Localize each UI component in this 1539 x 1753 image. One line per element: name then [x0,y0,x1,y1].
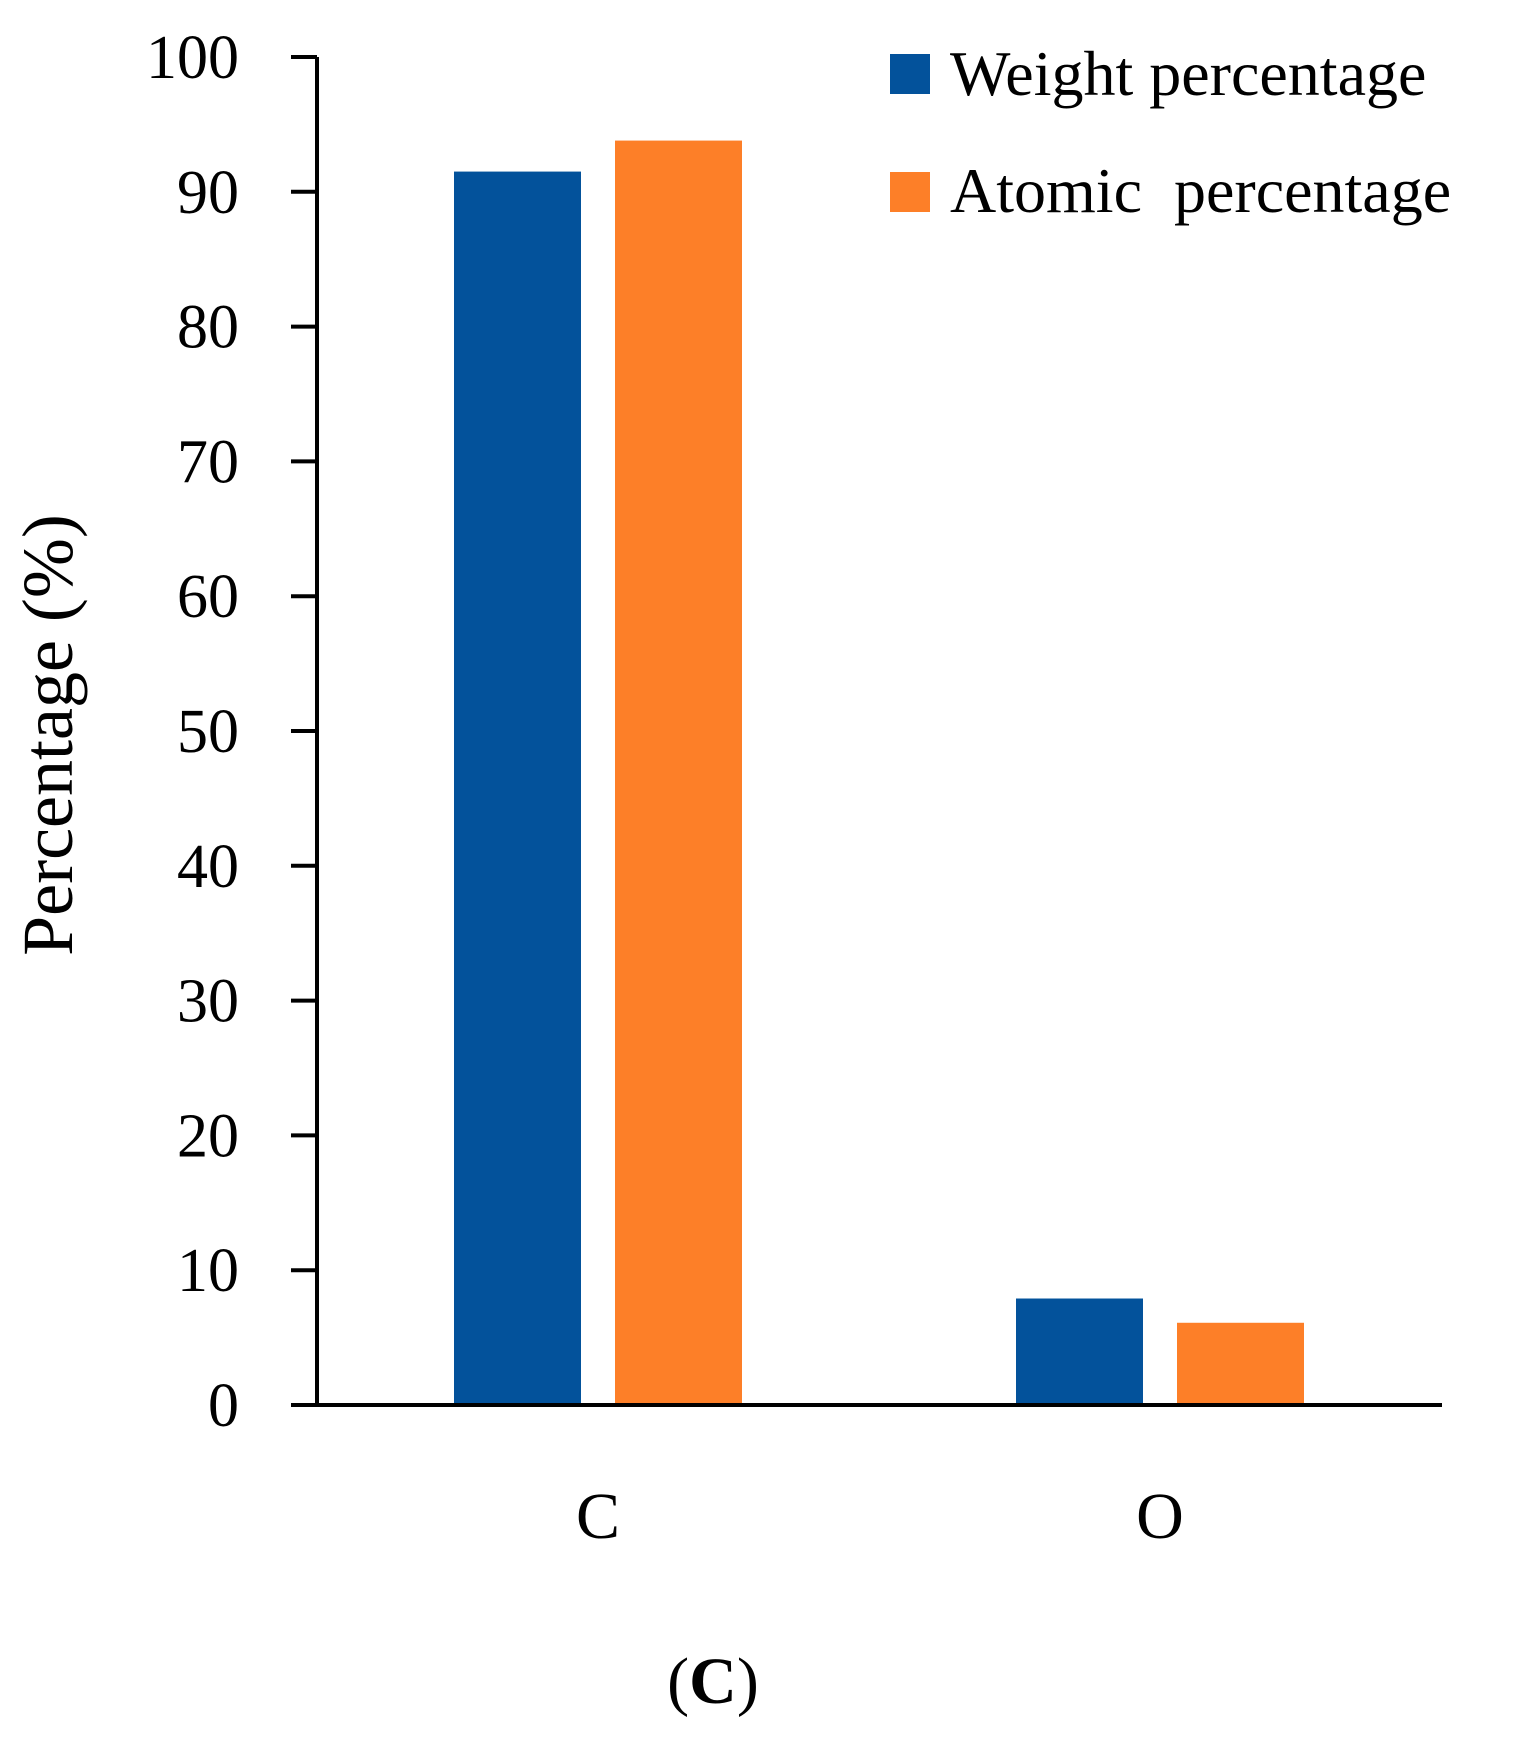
y-tick-label-60: 60 [177,563,239,631]
panel-label-letter: C [689,1645,737,1718]
y-tick-label-50: 50 [177,698,239,766]
bars-group [454,140,1304,1406]
legend: Weight percentage Atomic percentage [890,38,1451,226]
panel-label-close-paren: ) [737,1645,759,1718]
bar-o-weight-percentage [1016,1298,1143,1405]
y-axis-title: Percentage (%) [8,514,88,956]
x-category-label-o: O [1136,1480,1184,1553]
y-tick-label-10: 10 [177,1237,239,1305]
y-tick-label-90: 90 [177,159,239,227]
y-tick-label-40: 40 [177,833,239,901]
panel-label: (C) [667,1645,759,1718]
y-axis-ticks: 0 10 20 30 40 50 60 70 80 90 100 [146,24,317,1440]
bar-c-atomic-percentage [615,140,742,1405]
y-tick-label-100: 100 [146,24,239,92]
legend-label-atomic-percentage: Atomic percentage [950,155,1451,226]
y-tick-label-80: 80 [177,294,239,362]
bar-o-atomic-percentage [1177,1322,1304,1405]
y-tick-label-70: 70 [177,428,239,496]
legend-swatch-atomic-percentage [890,172,930,212]
y-tick-label-0: 0 [208,1372,239,1440]
y-tick-label-20: 20 [177,1102,239,1170]
legend-label-weight-percentage: Weight percentage [950,38,1426,109]
panel-label-open-paren: ( [667,1645,689,1718]
y-tick-label-30: 30 [177,968,239,1036]
x-category-label-c: C [576,1480,620,1553]
bar-c-weight-percentage [454,171,581,1406]
legend-swatch-weight-percentage [890,54,930,94]
